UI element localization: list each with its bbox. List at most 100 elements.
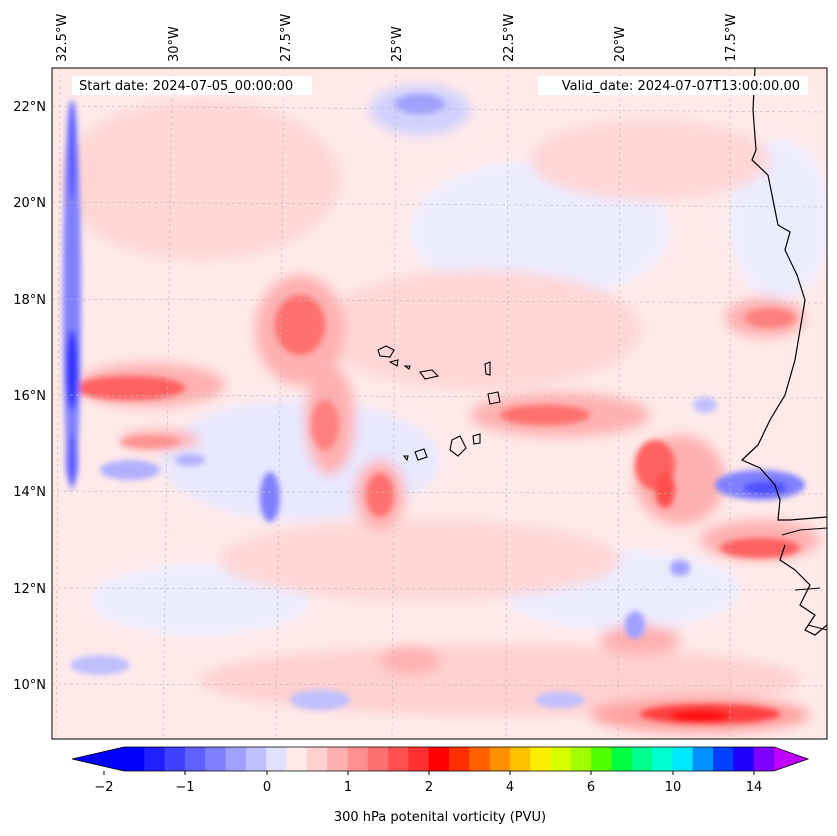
map-area xyxy=(52,68,827,739)
colorbar-segment xyxy=(489,747,511,771)
colorbar-segment xyxy=(327,747,348,771)
lon-gridline xyxy=(55,68,61,739)
island xyxy=(487,391,501,405)
colorbar-segment xyxy=(692,747,714,771)
pv-blob xyxy=(311,400,339,450)
pv-blob xyxy=(600,625,680,655)
lon-gridline xyxy=(275,68,285,739)
pv-blob xyxy=(67,100,77,200)
pv-blob xyxy=(66,330,78,410)
pv-blob xyxy=(200,645,800,715)
pv-blob xyxy=(720,538,800,558)
pv-blob xyxy=(66,435,78,485)
colorbar-segment xyxy=(205,747,226,771)
pv-blob xyxy=(220,520,620,600)
colorbar-title: 300 hPa potenital vorticity (PVU) xyxy=(334,810,546,825)
colorbar-max-arrow xyxy=(774,747,808,771)
colorbar-segment xyxy=(347,747,369,771)
pv-blob xyxy=(395,94,445,114)
colorbar-segment xyxy=(124,747,145,771)
island xyxy=(449,435,467,457)
colorbar-segment xyxy=(306,747,328,771)
pv-blob xyxy=(60,100,340,260)
lon-gridline xyxy=(162,68,173,739)
colorbar-min-arrow xyxy=(72,747,124,771)
lat-label: 18°N xyxy=(13,293,46,308)
colorbar-ticks xyxy=(103,771,755,775)
coast-detail xyxy=(781,527,827,631)
colorbar-segment xyxy=(733,747,755,771)
pv-blob xyxy=(260,472,280,522)
colorbar-tick-label: 10 xyxy=(665,780,682,795)
colorbar-tick-label: −2 xyxy=(94,780,113,795)
colorbar-segment xyxy=(530,747,551,771)
lon-label: 32.5°W xyxy=(55,14,70,62)
pv-blob xyxy=(70,655,130,675)
colorbar-tick-label: 4 xyxy=(506,780,514,795)
pv-blob xyxy=(320,270,640,390)
colorbar-segment xyxy=(550,747,572,771)
pv-blob xyxy=(290,690,350,710)
colorbar-segment xyxy=(753,747,775,771)
lon-label: 22.5°W xyxy=(502,14,517,62)
lat-label: 22°N xyxy=(13,100,46,115)
lon-label: 20°W xyxy=(613,26,628,62)
colorbar-tick-label: 1 xyxy=(344,780,352,795)
pv-blob xyxy=(745,308,795,328)
colorbar-tick-label: 14 xyxy=(746,780,763,795)
colorbar-segments xyxy=(124,747,775,771)
pv-blob xyxy=(100,460,160,480)
colorbar-segment xyxy=(428,747,450,771)
colorbar-segment xyxy=(469,747,491,771)
pv-blob xyxy=(120,436,180,448)
island xyxy=(472,433,481,445)
start-date-box xyxy=(72,76,312,95)
pv-blob xyxy=(366,473,394,517)
pv-field xyxy=(60,85,827,733)
lon-label: 25°W xyxy=(390,26,405,62)
colorbar-segment xyxy=(266,747,287,771)
colorbar-segment xyxy=(449,747,470,771)
lon-gridline xyxy=(505,68,509,739)
colorbar-segment xyxy=(144,747,166,771)
colorbar-segment xyxy=(286,747,308,771)
colorbar-tick-label: 6 xyxy=(587,780,595,795)
cape-verde-islands xyxy=(377,345,501,462)
lon-gridline xyxy=(617,68,621,739)
colorbar: −2 −1 0 1 2 4 6 10 14 300 hPa potenital … xyxy=(71,746,810,825)
lat-label: 10°N xyxy=(13,678,46,693)
colorbar-segment xyxy=(388,747,409,771)
lon-gridline xyxy=(391,68,397,739)
colorbar-segment xyxy=(367,747,389,771)
map-frame xyxy=(51,67,828,740)
start-date-label: Start date: 2024-07-05_00:00:00 xyxy=(79,79,293,94)
pv-blob xyxy=(743,481,787,495)
colorbar-segment xyxy=(631,747,653,771)
colorbar-segment xyxy=(225,747,247,771)
island xyxy=(377,345,395,358)
longitude-labels: 32.5°W 30°W 27.5°W 25°W 22.5°W 20°W 17.5… xyxy=(55,14,739,62)
island xyxy=(484,361,491,376)
pv-blob xyxy=(655,472,675,508)
gridlines xyxy=(52,68,827,739)
pv-blob xyxy=(500,405,590,425)
lat-label: 16°N xyxy=(13,389,46,404)
colorbar-segment xyxy=(591,747,612,771)
pv-blob xyxy=(625,611,645,639)
lon-label: 17.5°W xyxy=(724,14,739,62)
island xyxy=(414,448,428,461)
colorbar-segment xyxy=(652,747,673,771)
colorbar-tick-label: 2 xyxy=(425,780,433,795)
colorbar-segment xyxy=(184,747,206,771)
island xyxy=(388,359,399,367)
pv-blob xyxy=(530,120,770,200)
latitude-labels: 22°N 20°N 18°N 16°N 14°N 12°N 10°N xyxy=(13,100,46,693)
pv-blob xyxy=(670,560,690,576)
island xyxy=(402,455,409,462)
valid-date-box xyxy=(538,76,808,95)
pv-blob xyxy=(275,295,325,355)
colorbar-segment xyxy=(164,747,186,771)
valid-date-label: Valid_date: 2024-07-07T13:00:00.00 xyxy=(562,79,800,94)
colorbar-segment xyxy=(611,747,633,771)
